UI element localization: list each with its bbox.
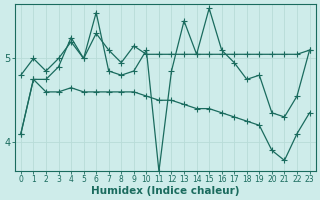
X-axis label: Humidex (Indice chaleur): Humidex (Indice chaleur) [91, 186, 239, 196]
